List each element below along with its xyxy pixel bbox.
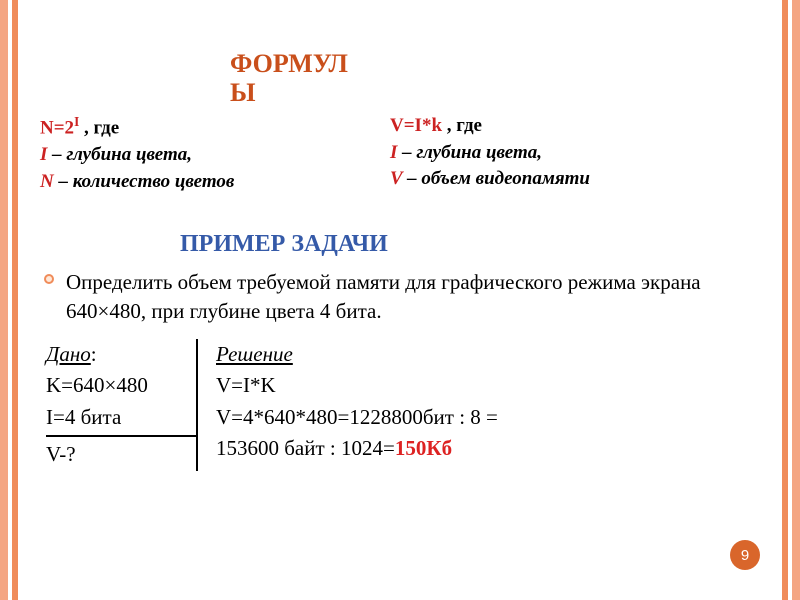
formula-n-gde: , где xyxy=(79,118,119,139)
desc-i-right: – глубина цвета, xyxy=(402,142,542,163)
solve-l2a: V=4*640*480=1228800бит : 8 = xyxy=(216,402,760,434)
var-i-left: I xyxy=(40,144,52,165)
given-block: Дано: K=640×480 I=4 бита V-? xyxy=(40,339,198,471)
desc-i-left: – глубина цвета, xyxy=(52,144,192,165)
page-number-badge: 9 xyxy=(730,540,760,570)
slide-content: ФОРМУЛ Ы N=2 I , где I – глубина цвета, N… xyxy=(40,50,760,471)
solve-answer: 150Кб xyxy=(395,436,452,460)
desc-v: – объем видеопамяти xyxy=(407,168,590,189)
formula-v-gde: , где xyxy=(442,115,482,136)
left-border-stripe xyxy=(0,0,22,600)
task-body: Определить объем требуемой памяти для гр… xyxy=(66,270,701,322)
title-line1: ФОРМУЛ xyxy=(230,49,348,78)
solution-block: Дано: K=640×480 I=4 бита V-? Решение V=I… xyxy=(40,339,760,471)
desc-n: – количество цветов xyxy=(58,171,234,192)
bullet-icon xyxy=(44,274,54,284)
section-title-formulas: ФОРМУЛ Ы xyxy=(230,50,410,107)
formula-right: V=I*k , где I – глубина цвета, V – объем… xyxy=(390,113,700,195)
title-line2: Ы xyxy=(230,78,256,107)
task-text: Определить объем требуемой памяти для гр… xyxy=(40,268,760,325)
given-colon: : xyxy=(91,342,97,366)
solve-title: Решение xyxy=(216,339,760,371)
formulas-row: N=2 I , где I – глубина цвета, N – количе… xyxy=(40,113,760,195)
formula-v-eq: V=I*k xyxy=(390,115,442,136)
right-border-stripe xyxy=(778,0,800,600)
var-i-right: I xyxy=(390,142,402,163)
given-l3: V-? xyxy=(46,435,196,471)
var-v: V xyxy=(390,168,407,189)
given-title: Дано xyxy=(46,342,91,366)
formula-n-eq: N=2 xyxy=(40,118,74,139)
given-l2: I=4 бита xyxy=(46,402,196,434)
given-l1: K=640×480 xyxy=(46,370,196,402)
solve-block: Решение V=I*K V=4*640*480=1228800бит : 8… xyxy=(198,339,760,471)
var-n: N xyxy=(40,171,58,192)
formula-left: N=2I , где I – глубина цвета, N – количе… xyxy=(40,113,330,195)
solve-l2b: 153600 байт : 1024= xyxy=(216,436,395,460)
page-number: 9 xyxy=(741,547,749,564)
section-title-example: ПРИМЕР ЗАДАЧИ xyxy=(180,231,760,258)
solve-l1: V=I*K xyxy=(216,370,760,402)
